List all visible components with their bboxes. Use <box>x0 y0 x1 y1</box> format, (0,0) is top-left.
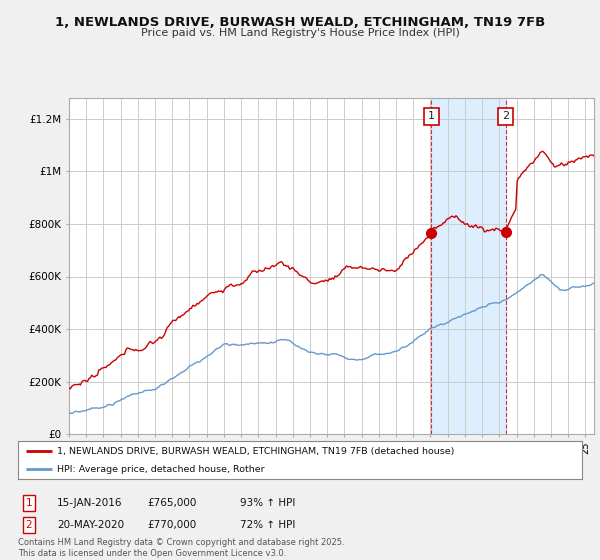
Text: 1: 1 <box>25 498 32 508</box>
Text: 20-MAY-2020: 20-MAY-2020 <box>57 520 124 530</box>
Text: 1, NEWLANDS DRIVE, BURWASH WEALD, ETCHINGHAM, TN19 7FB (detached house): 1, NEWLANDS DRIVE, BURWASH WEALD, ETCHIN… <box>58 447 455 456</box>
Bar <box>431 98 506 434</box>
Text: 1, NEWLANDS DRIVE, BURWASH WEALD, ETCHINGHAM, TN19 7FB: 1, NEWLANDS DRIVE, BURWASH WEALD, ETCHIN… <box>55 16 545 29</box>
Text: 2: 2 <box>25 520 32 530</box>
Text: £765,000: £765,000 <box>147 498 196 508</box>
Text: 1: 1 <box>428 111 434 122</box>
Text: Contains HM Land Registry data © Crown copyright and database right 2025.
This d: Contains HM Land Registry data © Crown c… <box>18 538 344 558</box>
Text: 15-JAN-2016: 15-JAN-2016 <box>57 498 122 508</box>
Text: £770,000: £770,000 <box>147 520 196 530</box>
Text: 72% ↑ HPI: 72% ↑ HPI <box>240 520 295 530</box>
Text: Price paid vs. HM Land Registry's House Price Index (HPI): Price paid vs. HM Land Registry's House … <box>140 28 460 38</box>
Text: 2: 2 <box>502 111 509 122</box>
Text: 93% ↑ HPI: 93% ↑ HPI <box>240 498 295 508</box>
Text: HPI: Average price, detached house, Rother: HPI: Average price, detached house, Roth… <box>58 465 265 474</box>
